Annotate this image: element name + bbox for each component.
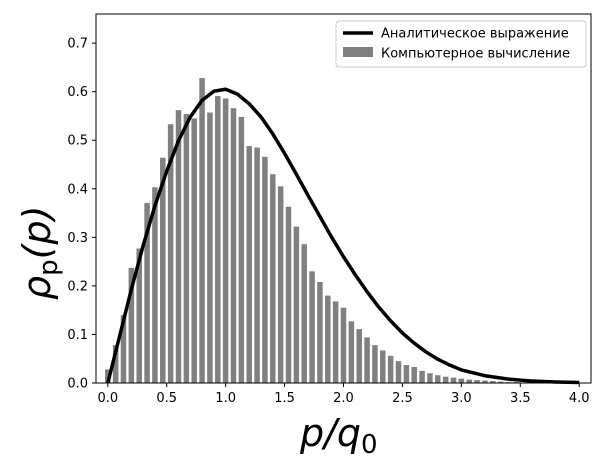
- x-tick-label: 2.5: [392, 391, 413, 406]
- histogram-bar: [294, 227, 300, 383]
- histogram-bar: [396, 361, 402, 383]
- histogram-bar: [207, 113, 213, 383]
- histogram-bar: [333, 301, 339, 383]
- y-tick-label: 0.3: [67, 231, 88, 246]
- x-tick-label: 1.0: [215, 391, 236, 406]
- y-tick-label: 0.0: [67, 377, 88, 392]
- x-tick-label: 4.0: [569, 391, 590, 406]
- y-tick-label: 0.6: [67, 85, 88, 100]
- histogram-bar: [341, 308, 347, 383]
- histogram-bar: [325, 296, 331, 383]
- histogram-bar: [278, 186, 284, 383]
- histogram-bar: [239, 117, 245, 383]
- x-tick-label: 3.0: [451, 391, 472, 406]
- histogram-bar: [349, 321, 355, 383]
- y-axis-label-sub: p: [34, 259, 64, 276]
- histogram-bar: [443, 377, 449, 383]
- histogram-bar: [451, 378, 457, 383]
- x-axis-label: p/q0: [299, 411, 378, 460]
- histogram-bar: [231, 108, 237, 383]
- histogram-bar: [388, 356, 394, 383]
- histogram-bar: [459, 379, 465, 383]
- legend-label-line: Аналитическое выражение: [381, 27, 569, 42]
- histogram-bar: [191, 118, 197, 383]
- x-axis-label-sub: 0: [361, 430, 378, 460]
- y-tick-label: 0.5: [67, 134, 88, 149]
- histogram-bar: [411, 367, 417, 383]
- y-axis-label: ρp(p): [15, 206, 64, 300]
- histogram-bar: [404, 365, 410, 383]
- x-tick-label: 0.0: [97, 391, 118, 406]
- x-tick-label: 0.5: [156, 391, 177, 406]
- y-tick-label: 0.4: [67, 182, 88, 197]
- y-tick-label: 0.7: [67, 37, 88, 52]
- histogram-bar: [356, 329, 362, 383]
- x-tick-label: 3.5: [510, 391, 531, 406]
- histogram-bar: [262, 157, 268, 383]
- y-tick-label: 0.1: [67, 328, 88, 343]
- histogram-bar: [215, 96, 221, 383]
- histogram-bar: [270, 174, 276, 383]
- histogram-bar: [176, 110, 182, 383]
- histogram-bar: [254, 148, 260, 383]
- histogram-bar: [427, 373, 433, 383]
- histogram-bar: [309, 271, 315, 383]
- x-tick-label: 2.0: [333, 391, 354, 406]
- y-tick-label: 0.2: [67, 279, 88, 294]
- histogram-bar: [435, 375, 441, 383]
- histogram-bar: [184, 114, 190, 383]
- legend-bar-swatch: [343, 47, 373, 57]
- histogram-bar: [419, 371, 425, 383]
- legend: Аналитическое выражение Компьютерное выч…: [336, 21, 586, 67]
- histogram-bar: [372, 345, 378, 383]
- x-axis-label-main: p/q: [299, 411, 361, 455]
- y-axis-label-main: ρ: [15, 276, 59, 300]
- histogram-bar: [286, 207, 292, 383]
- histogram-bar: [199, 78, 205, 383]
- x-tick-label: 1.5: [274, 391, 295, 406]
- histogram-bar: [223, 98, 229, 383]
- histogram-bar: [246, 146, 252, 383]
- histogram-bar: [301, 244, 307, 383]
- histogram-bar: [364, 337, 370, 383]
- histogram-bar: [317, 282, 323, 383]
- y-axis-label-tail: (p): [15, 206, 59, 260]
- histogram-bar: [380, 350, 386, 383]
- histogram-bar: [466, 380, 472, 383]
- legend-label-bar: Компьютерное вычисление: [381, 47, 570, 62]
